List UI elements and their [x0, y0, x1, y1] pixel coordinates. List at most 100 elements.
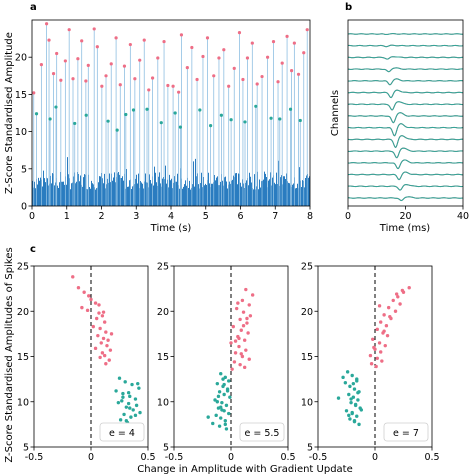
teal-point: [345, 370, 350, 374]
annotation-box: [99, 422, 145, 442]
channel-trace-shadow: [347, 78, 464, 86]
pink-point: [97, 311, 101, 315]
pink-spike-marker: [142, 38, 146, 42]
pink-point: [375, 356, 379, 361]
pink-point: [393, 309, 398, 313]
annotation-box: [383, 422, 429, 442]
teal-point: [351, 381, 356, 386]
channel-trace: [347, 123, 464, 137]
teal-point: [215, 381, 220, 386]
pink-spike-marker: [114, 36, 118, 40]
channel-trace-shadow: [347, 171, 464, 181]
x-tick-label: -0.5: [165, 452, 184, 463]
teal-point: [341, 375, 345, 380]
y-tick-label: 10: [301, 397, 313, 408]
teal-point: [344, 409, 349, 413]
pink-point: [386, 305, 391, 310]
teal-point: [224, 427, 229, 431]
pink-point: [98, 326, 102, 331]
pink-point: [106, 338, 110, 342]
pink-spike-marker: [104, 74, 108, 78]
panel-b-chart: 0 20 40 Time (ms) Channels: [330, 19, 469, 234]
teal-spike-marker: [243, 120, 247, 124]
pink-spike-marker: [179, 33, 184, 37]
pink-point: [238, 317, 242, 322]
panel-c-x-label: Change in Amplitude with Gradient Update: [137, 464, 353, 475]
y-tick-label: 15: [157, 352, 169, 363]
teal-spike-marker: [124, 112, 128, 117]
pink-spike-marker: [276, 80, 280, 84]
pink-point: [240, 354, 245, 359]
teal-point: [348, 384, 352, 389]
teal-point: [352, 387, 357, 391]
pink-point: [237, 344, 241, 349]
pink-point: [241, 310, 246, 314]
pink-spike-marker: [222, 48, 226, 52]
pink-point: [245, 316, 249, 321]
channel-trace: [347, 101, 463, 111]
pink-point: [371, 337, 375, 342]
pink-point: [98, 355, 102, 360]
pink-point: [398, 302, 402, 306]
panel-a-spike-lines: [33, 23, 308, 206]
teal-point: [213, 398, 217, 402]
teal-point: [353, 402, 358, 407]
pink-point: [104, 330, 108, 334]
x-tick-label: 40: [457, 211, 469, 222]
pink-spike-marker: [150, 76, 155, 80]
pink-point: [93, 301, 98, 305]
pink-point: [385, 333, 390, 338]
pink-spike-marker: [166, 83, 170, 88]
y-tick-label: 5: [21, 164, 27, 175]
x-tick-label: 0: [29, 211, 35, 222]
pink-spike-marker: [147, 88, 151, 92]
pink-spike-marker: [241, 77, 245, 82]
pink-point: [96, 333, 100, 338]
y-tick-label: 0: [21, 202, 27, 213]
pink-spike-marker: [100, 84, 104, 88]
pink-spike-marker: [122, 64, 127, 68]
y-tick-label: 20: [301, 307, 313, 318]
pink-point: [245, 321, 249, 325]
pink-point: [375, 327, 379, 332]
teal-point: [356, 398, 360, 402]
teal-spike-marker: [84, 113, 88, 117]
pink-point: [380, 359, 384, 363]
pink-point: [368, 353, 373, 358]
pink-spike-marker: [92, 27, 96, 31]
teal-point: [114, 389, 118, 393]
pink-point: [105, 343, 109, 348]
pink-spike-marker: [245, 56, 250, 60]
pink-spike-marker: [138, 58, 142, 62]
teal-point: [128, 394, 132, 399]
pink-spike-marker: [266, 55, 270, 59]
x-tick-label: 8: [307, 211, 313, 222]
pink-point: [100, 351, 105, 355]
pink-point: [91, 324, 95, 329]
pink-point: [248, 314, 253, 318]
pink-point: [240, 298, 245, 303]
pink-spike-marker: [51, 71, 56, 76]
pink-spike-marker: [289, 68, 294, 73]
pink-spike-marker: [80, 39, 84, 43]
panel-b-x-ticks: 0 20 40: [345, 206, 469, 222]
x-tick-label: 0: [345, 211, 351, 222]
pink-point: [107, 358, 111, 362]
teal-point: [123, 380, 127, 384]
teal-point: [355, 379, 359, 383]
teal-point: [128, 406, 132, 410]
teal-point: [137, 386, 141, 390]
pink-spike-marker: [205, 36, 210, 40]
pink-spike-marker: [133, 77, 137, 81]
teal-point: [216, 394, 221, 399]
teal-point: [220, 400, 224, 405]
annotation-box: [239, 422, 285, 442]
pink-spike-marker: [171, 84, 175, 88]
panel-c-subplot-e7: -0.5 0 0.5 5 10 15 20 25 e = 7: [301, 262, 440, 464]
pink-spike-marker: [305, 28, 309, 32]
pink-spike-marker: [55, 51, 59, 56]
channel-trace-shadow: [347, 159, 464, 170]
teal-spike-marker: [131, 108, 136, 112]
x-tick-label: 1: [64, 211, 70, 222]
subplot-frame: [317, 265, 433, 448]
